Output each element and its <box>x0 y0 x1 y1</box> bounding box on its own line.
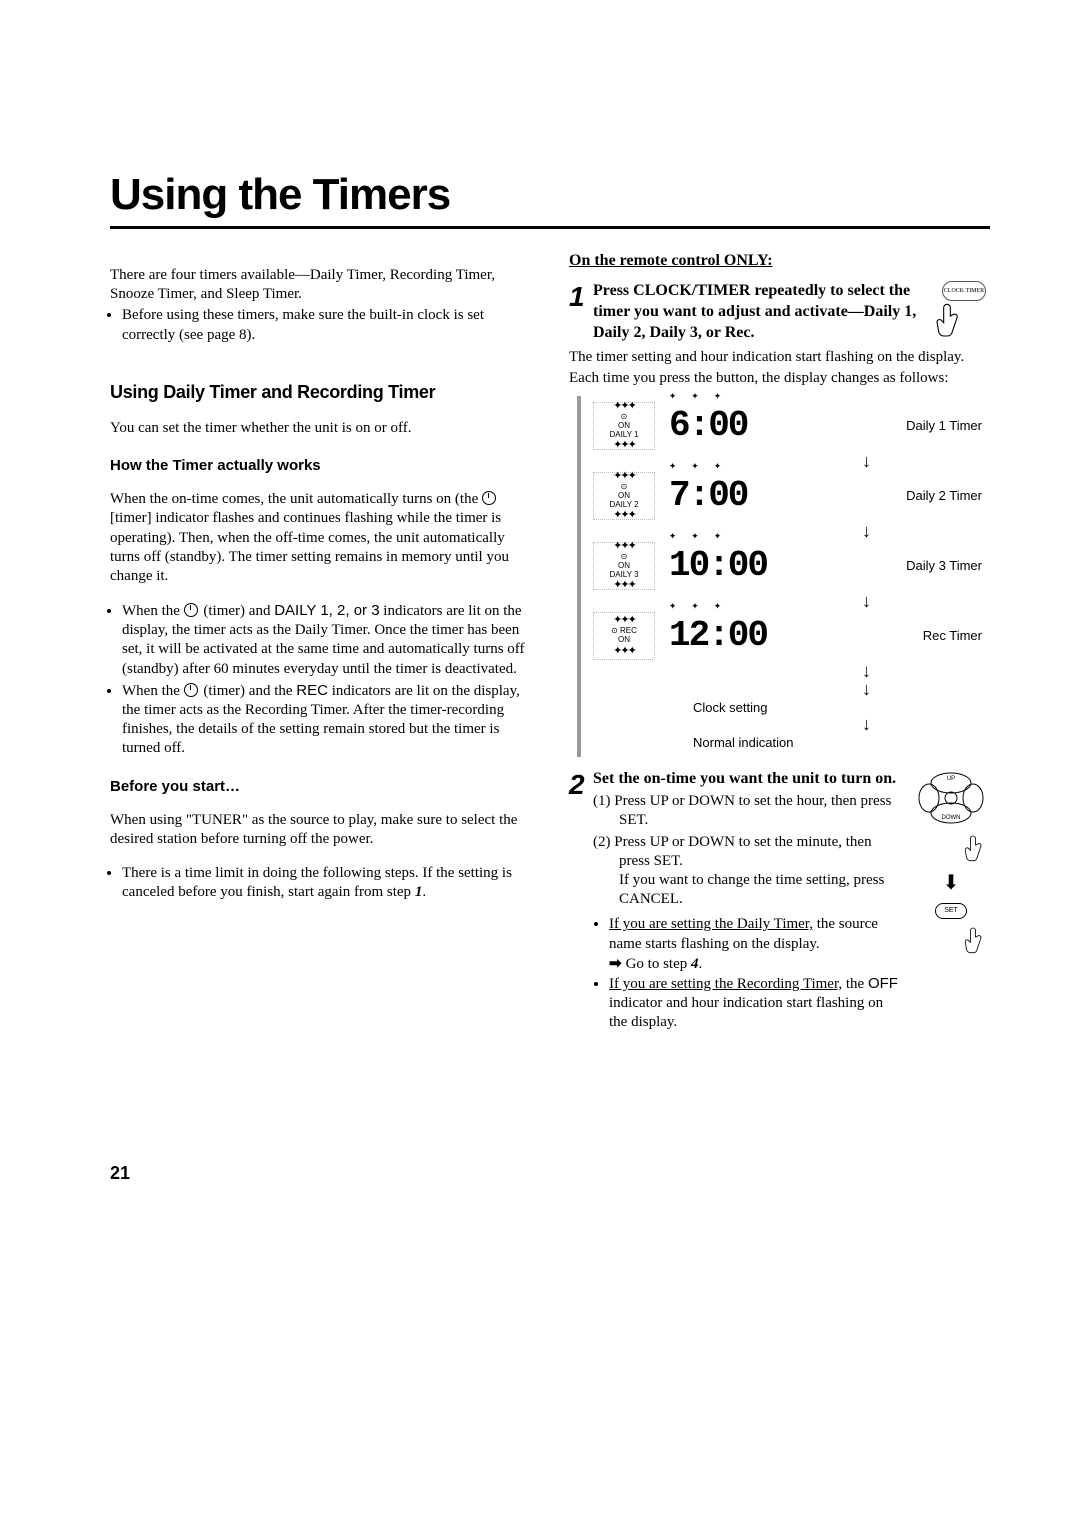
before-paragraph: When using "TUNER" as the source to play… <box>110 811 531 849</box>
step-2-button-diagram: UP DOWN ⬇ SET <box>912 769 990 957</box>
down-arrow-icon: ⬇ <box>943 871 960 897</box>
how-bullet-2: When the (timer) and the REC indicators … <box>122 681 531 759</box>
right-arrow-icon <box>609 956 626 972</box>
arrow-down-icon: ↓ <box>751 662 982 680</box>
step-2-note-rec: If you are setting the Recording Timer, … <box>609 974 900 1033</box>
intro-bullet-1: Before using these timers, make sure the… <box>122 306 531 344</box>
arrow-down-icon: ↓ <box>751 452 982 470</box>
sub-heading-before: Before you start… <box>110 777 531 796</box>
intro-bullets: Before using these timers, make sure the… <box>110 306 531 344</box>
dpad-icon: UP DOWN <box>917 769 985 827</box>
step-2-substep-2: (2) Press UP or DOWN to set the minute, … <box>593 833 900 910</box>
timer-chart-row: ✦✦✦⊙ONDAILY 3✦✦✦ ✦ ✦ ✦10:00 Daily 3 Timer <box>593 542 982 590</box>
section-heading: Using Daily Timer and Recording Timer <box>110 381 531 404</box>
step-1-note-1: The timer setting and hour indication st… <box>569 348 990 367</box>
arrow-down-icon: ↓ <box>751 680 982 698</box>
press-hand-icon <box>960 833 986 865</box>
manual-page: Using the Timers There are four timers a… <box>0 0 1080 1184</box>
timer-chart-row: ✦✦✦⊙ONDAILY 2✦✦✦ ✦ ✦ ✦7:00 Daily 2 Timer <box>593 472 982 520</box>
svg-text:UP: UP <box>947 776 955 782</box>
timer-icon <box>184 683 198 697</box>
arrow-down-icon: ↓ <box>751 522 982 540</box>
clocktimer-button-icon: CLOCK TIMER <box>942 281 986 301</box>
press-hand-icon <box>930 301 964 341</box>
svg-text:DOWN: DOWN <box>942 815 961 821</box>
page-number: 21 <box>110 1163 990 1184</box>
how-bullets: When the (timer) and DAILY 1, 2, or 3 in… <box>110 601 531 759</box>
set-button-icon: SET <box>935 903 967 919</box>
display-indicator-icon: ✦✦✦⊙ONDAILY 2✦✦✦ <box>593 472 655 520</box>
intro-text: There are four timers available—Daily Ti… <box>110 266 531 304</box>
timer-icon <box>184 603 198 617</box>
before-bullet-1: There is a time limit in doing the follo… <box>122 864 531 902</box>
before-bullets: There is a time limit in doing the follo… <box>110 864 531 902</box>
sub-heading-how: How the Timer actually works <box>110 456 531 475</box>
on-off-note: You can set the timer whether the unit i… <box>110 419 531 438</box>
press-hand-icon <box>960 925 986 957</box>
step-2-substeps: (1) Press UP or DOWN to set the hour, th… <box>593 792 900 909</box>
arrow-down-icon: ↓ <box>751 592 982 610</box>
timer-row-label: Daily 1 Timer <box>906 418 982 435</box>
title-rule <box>110 226 990 229</box>
how-paragraph: When the on-time comes, the unit automat… <box>110 490 531 586</box>
display-indicator-icon: ✦✦✦⊙ RECON✦✦✦ <box>593 612 655 660</box>
timer-row-label: Rec Timer <box>923 628 982 645</box>
how-bullet-1: When the (timer) and DAILY 1, 2, or 3 in… <box>122 601 531 679</box>
step-2-bold: Set the on-time you want the unit to tur… <box>593 769 900 790</box>
left-column: There are four timers available—Daily Ti… <box>110 251 531 1043</box>
step-2-number: 2 <box>569 771 587 799</box>
digital-time-display: ✦ ✦ ✦7:00 <box>669 473 747 519</box>
display-indicator-icon: ✦✦✦⊙ONDAILY 1✦✦✦ <box>593 402 655 450</box>
page-title: Using the Timers <box>110 170 990 220</box>
digital-time-display: ✦ ✦ ✦6:00 <box>669 403 747 449</box>
step-2-substep-1: (1) Press UP or DOWN to set the hour, th… <box>593 792 900 830</box>
step-2: 2 Set the on-time you want the unit to t… <box>569 769 990 1038</box>
step-1-number: 1 <box>569 283 587 311</box>
timer-row-label: Daily 2 Timer <box>906 488 982 505</box>
timer-row-label: Daily 3 Timer <box>906 558 982 575</box>
step-2-notes: If you are setting the Daily Timer, the … <box>593 915 900 1032</box>
display-indicator-icon: ✦✦✦⊙ONDAILY 3✦✦✦ <box>593 542 655 590</box>
two-column-layout: There are four timers available—Daily Ti… <box>110 251 990 1043</box>
step-1: 1 Press CLOCK/TIMER repeatedly to select… <box>569 281 990 343</box>
arrow-down-icon: ↓ <box>751 715 982 733</box>
timer-chart-row: ✦✦✦⊙ONDAILY 1✦✦✦ ✦ ✦ ✦6:00 Daily 1 Timer <box>593 402 982 450</box>
chart-tail-2: Normal indication <box>693 735 982 752</box>
right-column: On the remote control ONLY: 1 Press CLOC… <box>569 251 990 1043</box>
timer-icon <box>482 491 496 505</box>
step-2-note-daily: If you are setting the Daily Timer, the … <box>609 915 900 974</box>
timer-chart-row: ✦✦✦⊙ RECON✦✦✦ ✦ ✦ ✦12:00 Rec Timer <box>593 612 982 660</box>
digital-time-display: ✦ ✦ ✦10:00 <box>669 543 767 589</box>
timer-cycle-diagram: ✦✦✦⊙ONDAILY 1✦✦✦✦ ✦ ✦6:00Daily 1 Timer↓✦… <box>577 396 990 757</box>
step-1-bold: Press CLOCK/TIMER repeatedly to select t… <box>593 281 920 343</box>
clocktimer-button-diagram: CLOCK TIMER <box>930 281 990 347</box>
step-1-note-2: Each time you press the button, the disp… <box>569 369 990 388</box>
digital-time-display: ✦ ✦ ✦12:00 <box>669 613 767 659</box>
remote-only-heading: On the remote control ONLY: <box>569 251 990 271</box>
